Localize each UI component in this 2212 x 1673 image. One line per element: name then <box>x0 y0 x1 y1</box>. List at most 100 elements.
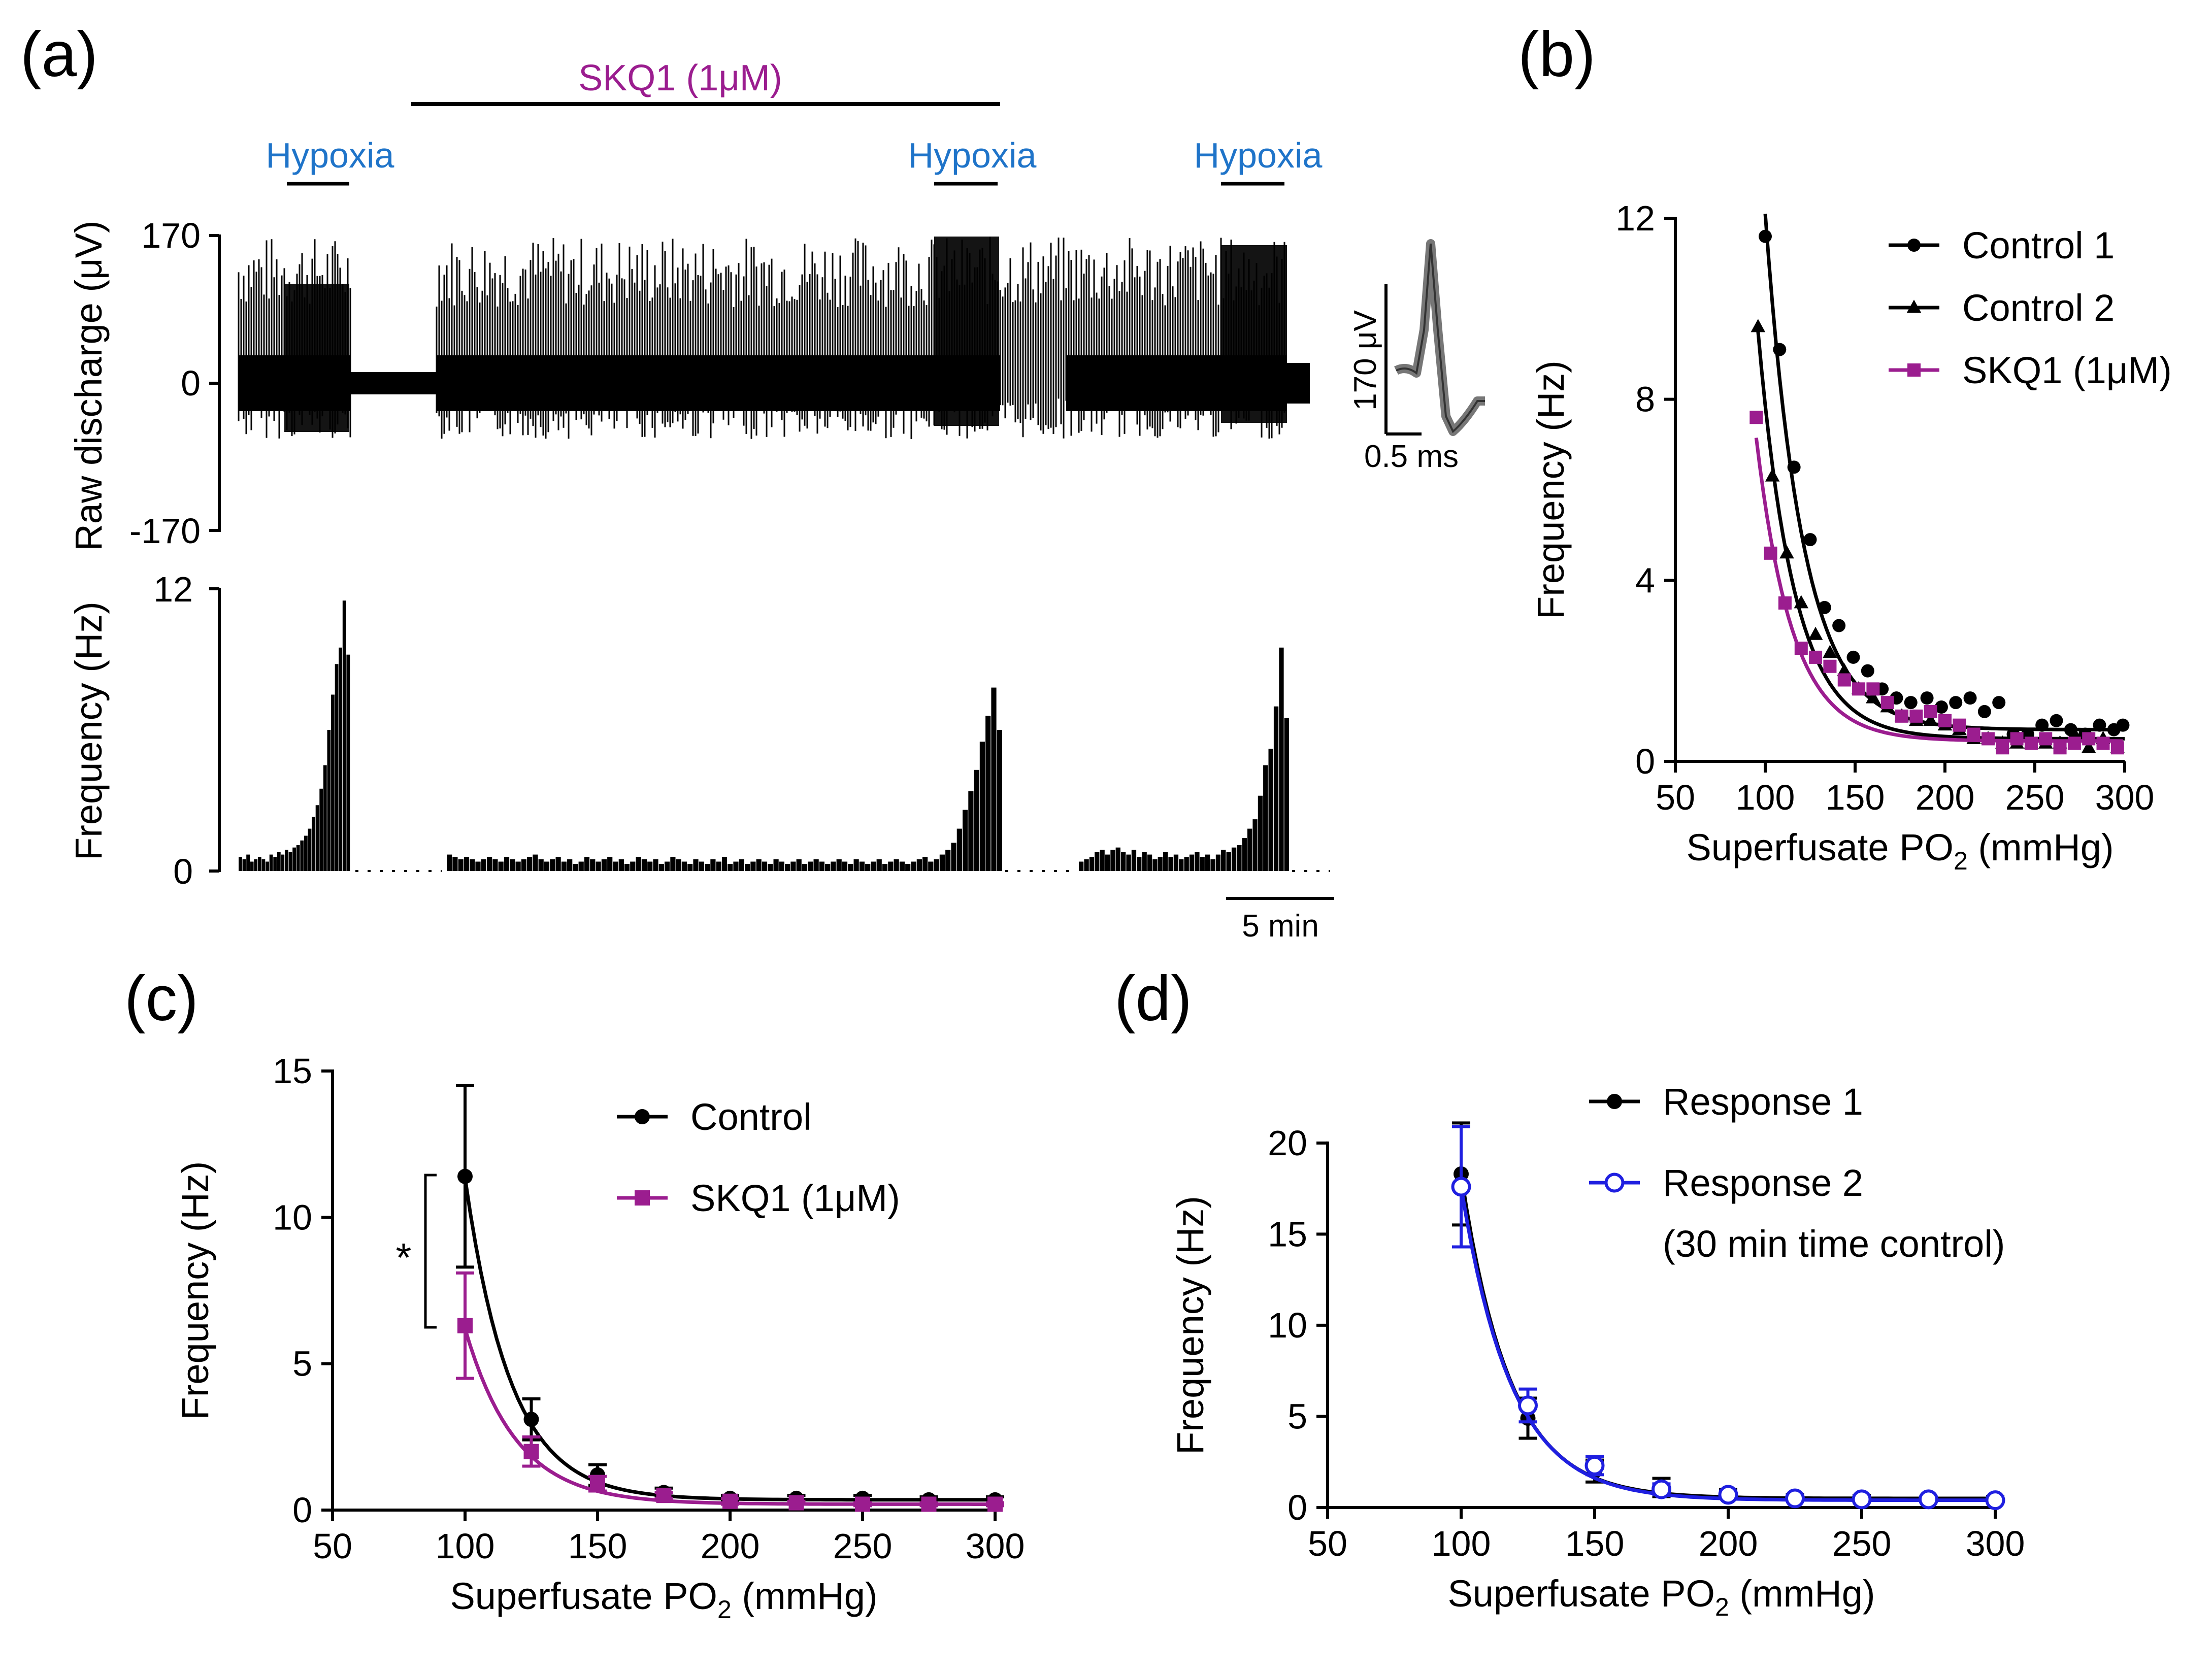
raw-tick-170: 170 <box>141 216 201 255</box>
data-point <box>2050 714 2063 727</box>
hist-bar-3-11 <box>1131 850 1137 871</box>
x-tick-label: 50 <box>1308 1524 1347 1563</box>
x-tick-label: 200 <box>701 1526 760 1566</box>
hist-bar-1-16 <box>296 845 300 871</box>
raw-discharge-ylabel: Raw discharge (μV) <box>68 220 110 551</box>
data-point <box>2053 741 2067 755</box>
hist-bar-2-76 <box>876 859 882 871</box>
data-point <box>1773 343 1787 356</box>
data-point <box>2096 737 2110 750</box>
hist-bar-2-39 <box>665 861 670 871</box>
hist-bar-2-69 <box>836 859 842 871</box>
data-point <box>1808 626 1823 640</box>
hist-bar-2-62 <box>796 859 802 871</box>
y-tick-label: 12 <box>1615 198 1655 238</box>
data-point <box>1749 411 1763 424</box>
panel-d-label: (d) <box>1114 963 1192 1034</box>
hist-bar-2-15 <box>527 857 533 871</box>
x-tick-label: 50 <box>313 1526 352 1566</box>
hist-bar-2-3 <box>458 859 464 871</box>
data-point <box>2010 732 2024 746</box>
hist-bar-1-2 <box>242 859 246 871</box>
data-point <box>1985 1490 2005 1511</box>
hist-bar-2-25 <box>584 857 590 871</box>
data-point <box>1451 1177 1471 1197</box>
data-point <box>1963 691 1977 705</box>
hist-bar-3-29 <box>1226 852 1231 871</box>
hist-bar-2-13 <box>515 861 521 871</box>
hist-bar-1-22 <box>319 788 323 871</box>
hist-bar-2-94 <box>979 742 985 871</box>
data-point <box>1977 705 1991 718</box>
x-tick-label: 300 <box>966 1526 1025 1566</box>
hist-bar-2-47 <box>710 859 716 871</box>
data-point <box>921 1496 937 1512</box>
hist-bar-2-74 <box>865 864 871 871</box>
panel-d: (d) 50 100 150 200 250 300 0 5 10 15 20 Superfusate… <box>1114 963 2025 1621</box>
legend-marker <box>1607 1094 1622 1109</box>
hist-bar-2-18 <box>544 861 550 871</box>
y-tick-label: 4 <box>1635 560 1655 600</box>
data-point <box>1861 664 1874 678</box>
x-axis-title: Superfusate PO2 (mmHg) <box>1447 1572 1875 1621</box>
hist-bar-3-13 <box>1142 852 1147 871</box>
data-point <box>1866 690 1880 704</box>
hist-bar-1-11 <box>277 852 281 871</box>
hist-bar-2-80 <box>899 861 905 871</box>
hist-bar-1-14 <box>288 852 292 871</box>
data-point <box>1919 1489 1938 1510</box>
data-point <box>1759 229 1772 243</box>
hist-bar-2-24 <box>578 861 584 871</box>
hist-bar-2-16 <box>533 854 538 871</box>
hist-bar-3-3 <box>1089 857 1095 871</box>
hist-bar-2-81 <box>905 864 911 871</box>
panel-a: (a) SKQ1 (1μM) Hypoxia Hypoxia Hypoxia 1… <box>20 19 1485 944</box>
data-point <box>457 1318 473 1333</box>
raw-discharge-axis: 170 0 -170 Raw discharge (μV) <box>68 216 221 551</box>
hist-bar-3-28 <box>1221 850 1226 871</box>
hist-bar-2-70 <box>842 861 848 871</box>
legend-marker <box>1906 299 1922 313</box>
data-point <box>1949 696 1963 710</box>
raw-tick-minus-170: -170 <box>129 511 201 551</box>
legend-label: SKQ1 (1μM) <box>690 1177 900 1219</box>
data-point <box>1924 705 1937 718</box>
hist-bar-2-56 <box>762 861 768 871</box>
spike-amplitude-label: 170 μV <box>1348 310 1383 410</box>
hist-bar-1-15 <box>292 847 296 871</box>
hist-bar-2-82 <box>911 861 916 871</box>
hist-bar-2-77 <box>882 864 888 871</box>
hist-bar-1-13 <box>285 850 288 871</box>
raw-discharge-trace <box>238 237 1310 439</box>
y-tick-label: 0 <box>1635 742 1655 781</box>
data-point <box>1866 682 1880 696</box>
hist-bar-1-10 <box>273 857 277 871</box>
y-tick-label: 15 <box>273 1051 312 1091</box>
y-tick-label: 10 <box>273 1197 312 1237</box>
hist-bar-1-1 <box>239 857 242 871</box>
hist-bar-1-9 <box>269 854 273 871</box>
hist-bar-2-92 <box>968 791 974 871</box>
data-point <box>656 1488 672 1503</box>
x-axis-title: Superfusate PO2 (mmHg) <box>1686 826 2114 875</box>
data-point <box>1809 650 1823 664</box>
hist-bar-2-30 <box>613 861 618 871</box>
x-tick-label: 100 <box>1736 778 1795 817</box>
hist-bar-1-20 <box>312 817 315 871</box>
panel-b-plot: 50 100 150 200 250 300 0 4 8 12 Superfusate PO2 (m… <box>1530 198 2172 875</box>
panel-c-plot: 50 100 150 200 250 300 0 5 10 15 Superfusate PO2 (… <box>174 1051 1025 1624</box>
hist-bar-2-37 <box>653 859 658 871</box>
hist-bar-2-63 <box>802 864 808 871</box>
x-tick-label: 100 <box>1432 1524 1491 1563</box>
data-point <box>1895 709 1909 723</box>
hist-bar-2-9 <box>492 859 498 871</box>
data-point <box>2024 737 2038 750</box>
data-point <box>722 1493 738 1509</box>
data-point <box>855 1496 870 1512</box>
hist-bar-1-26 <box>335 664 339 871</box>
hist-bar-2-40 <box>670 857 676 871</box>
panel-a-label: (a) <box>20 19 98 90</box>
hist-bar-2-11 <box>504 857 510 871</box>
spike-lines <box>238 237 1285 439</box>
hist-bar-2-66 <box>819 861 824 871</box>
